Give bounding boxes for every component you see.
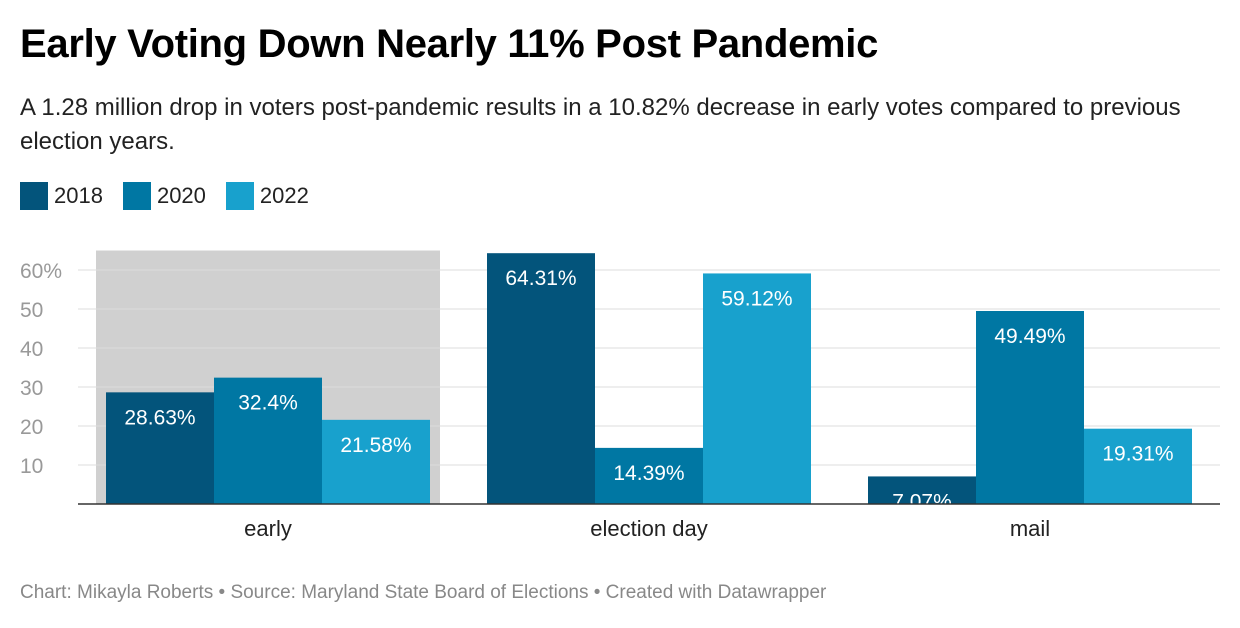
chart-footer: Chart: Mikayla Roberts • Source: Marylan… <box>20 582 827 603</box>
data-label: 64.31% <box>505 267 576 290</box>
bar <box>868 476 976 504</box>
legend-swatch-2018 <box>20 182 48 210</box>
y-tick-label: 10 <box>20 455 43 478</box>
bar <box>1084 428 1192 504</box>
y-tick-label: 60% <box>20 260 62 283</box>
bar <box>487 253 595 504</box>
legend-swatch-2022 <box>225 182 254 210</box>
data-label: 7.07% <box>892 490 952 513</box>
x-tick-label: mail <box>1010 516 1050 541</box>
bar <box>703 273 811 504</box>
data-label: 32.4% <box>238 392 298 415</box>
x-tick-label: election day <box>590 516 707 541</box>
data-label: 28.63% <box>124 406 195 429</box>
data-label: 14.39% <box>613 462 684 485</box>
x-tick-label: early <box>244 516 292 541</box>
y-tick-label: 40 <box>20 338 43 361</box>
chart-subtitle: A 1.28 million drop in voters post-pande… <box>20 94 1181 155</box>
legend-item-2020: 2020 <box>122 182 206 210</box>
data-label: 49.49% <box>994 325 1065 348</box>
bar <box>322 419 430 504</box>
bar <box>214 377 322 504</box>
legend-swatch-2020 <box>122 182 151 210</box>
legend-item-2022: 2022 <box>225 182 309 210</box>
legend-item-2018: 2018 <box>20 182 103 210</box>
legend-label-2018: 2018 <box>54 183 103 208</box>
legend-label-2020: 2020 <box>156 183 206 208</box>
y-tick-label: 50 <box>20 299 43 322</box>
data-label: 59.12% <box>721 287 792 310</box>
bar <box>595 447 703 504</box>
legend: 2018 2020 2022 <box>20 182 329 210</box>
y-tick-label: 30 <box>20 377 43 400</box>
bar <box>976 310 1084 504</box>
legend-label-2022: 2022 <box>259 183 309 208</box>
chart-title: Early Voting Down Nearly 11% Post Pandem… <box>20 22 879 66</box>
y-tick-label: 20 <box>20 416 43 439</box>
data-label: 21.58% <box>340 434 411 457</box>
bar-chart: 10 20 30 40 50 60% 28.63% 32.4% 21.58% early 64.31… <box>20 250 1220 541</box>
data-label: 19.31% <box>1102 443 1173 466</box>
bar <box>106 392 214 504</box>
